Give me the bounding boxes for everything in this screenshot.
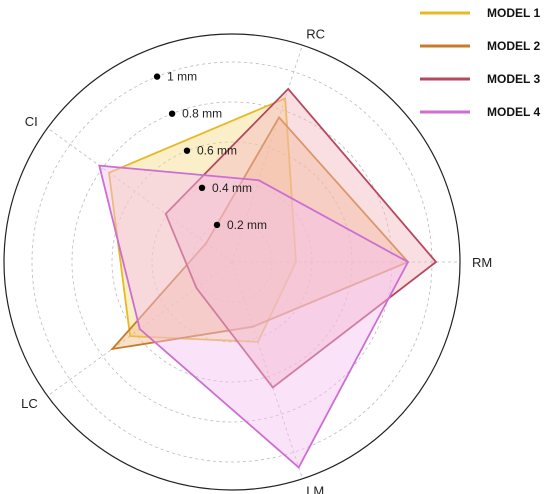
series-1-polygon — [108, 97, 297, 343]
legend-label-3: MODEL 3 — [487, 72, 540, 86]
axis-label-LC: LC — [21, 396, 38, 411]
series-layer — [98, 87, 438, 469]
ring-dot-4 — [153, 73, 161, 80]
legend-label-2: MODEL 2 — [487, 39, 540, 53]
grid-layer — [3, 33, 461, 491]
axis-label-RM: RM — [472, 255, 492, 270]
ring-label-2: 0.6 mm — [197, 144, 237, 158]
ring-label-4: 1 mm — [167, 70, 197, 84]
series-4-polygon — [98, 164, 410, 469]
outer-circle — [3, 33, 461, 491]
axis-labels: RC RM LM LC CI — [21, 27, 492, 494]
spoke-LM — [231, 261, 303, 479]
ring-dot-1 — [198, 184, 206, 191]
ring-labels: 0.2 mm 0.4 mm 0.6 mm 0.8 mm 1 mm — [153, 70, 267, 232]
grid-ring-3 — [71, 101, 393, 423]
axis-label-RC: RC — [306, 27, 325, 42]
ring-label-3: 0.8 mm — [182, 107, 222, 121]
ring-dot-2 — [183, 147, 191, 154]
legend-label-1: MODEL 1 — [487, 6, 540, 20]
ring-label-0: 0.2 mm — [227, 218, 267, 232]
series-3-polygon — [164, 87, 438, 389]
spoke-RC — [231, 45, 303, 263]
axis-label-LM: LM — [306, 483, 324, 494]
grid-ring-0 — [191, 221, 273, 303]
axis-label-CI: CI — [25, 114, 38, 129]
legend: MODEL 1 MODEL 2 MODEL 3 MODEL 4 — [420, 6, 540, 119]
ring-dot-3 — [168, 110, 176, 117]
spoke-CI — [47, 127, 233, 263]
legend-label-4: MODEL 4 — [487, 105, 540, 119]
ring-label-1: 0.4 mm — [212, 181, 252, 195]
ring-dot-0 — [213, 221, 221, 229]
